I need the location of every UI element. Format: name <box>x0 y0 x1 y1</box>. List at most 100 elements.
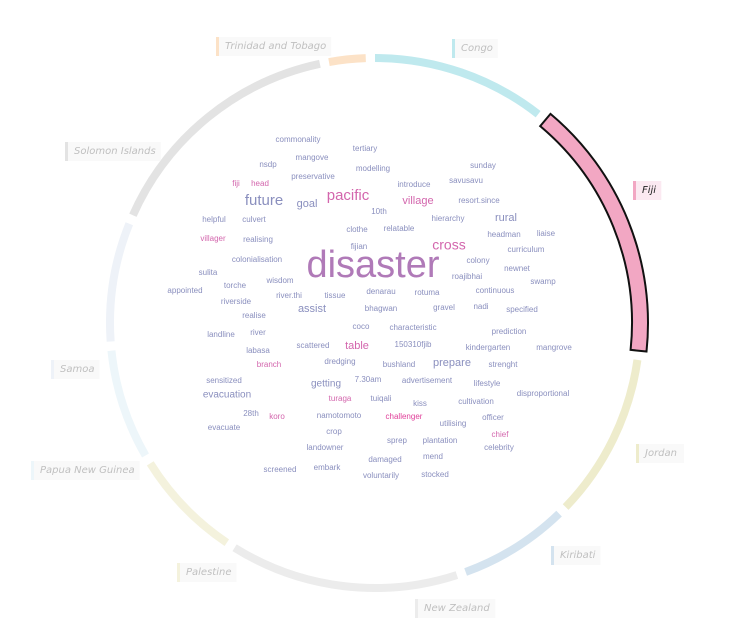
word-specified[interactable]: specified <box>506 305 538 314</box>
word-rotuma[interactable]: rotuma <box>415 288 440 297</box>
word-disaster[interactable]: disaster <box>306 244 439 286</box>
word-commonality[interactable]: commonality <box>276 135 321 144</box>
word-gravel[interactable]: gravel <box>433 303 455 312</box>
word-roajibhai[interactable]: roajibhai <box>452 272 482 281</box>
word-modelling[interactable]: modelling <box>356 164 390 173</box>
word-mangrove[interactable]: mangrove <box>536 343 572 352</box>
word-village[interactable]: village <box>402 195 433 207</box>
word-koro[interactable]: koro <box>269 412 285 421</box>
word-assist[interactable]: assist <box>298 303 326 315</box>
word-table[interactable]: table <box>345 340 369 352</box>
ring-segment-new-zealand[interactable] <box>232 544 459 592</box>
word-cultivation[interactable]: cultivation <box>458 397 494 406</box>
word-landowner[interactable]: landowner <box>307 443 344 452</box>
word-lifestyle[interactable]: lifestyle <box>474 379 501 388</box>
ring-segment-congo[interactable] <box>374 54 541 118</box>
word-nadi[interactable]: nadi <box>473 302 488 311</box>
word-utilising[interactable]: utilising <box>440 419 467 428</box>
word-labasa[interactable]: labasa <box>246 346 270 355</box>
word-prepare[interactable]: prepare <box>433 357 471 369</box>
word-advertisement[interactable]: advertisement <box>402 376 453 385</box>
word-10th[interactable]: 10th <box>371 207 387 216</box>
word-sulita[interactable]: sulita <box>199 268 218 277</box>
country-label-kiribati[interactable]: Kiribati <box>551 546 601 565</box>
country-label-jordan[interactable]: Jordan <box>636 444 684 463</box>
word-crop[interactable]: crop <box>326 427 342 436</box>
word-evacuate[interactable]: evacuate <box>208 423 241 432</box>
ring-segment-samoa[interactable] <box>106 222 134 342</box>
word-celebrity[interactable]: celebrity <box>484 443 514 452</box>
word-chief[interactable]: chief <box>492 430 510 439</box>
word-dredging[interactable]: dredging <box>324 357 355 366</box>
ring-segment-trinidad-and-tobago[interactable] <box>328 54 366 66</box>
word-villager[interactable]: villager <box>200 234 226 243</box>
ring-segment-kiribati[interactable] <box>464 510 562 576</box>
word-tissue[interactable]: tissue <box>325 291 346 300</box>
word-future[interactable]: future <box>245 192 283 209</box>
ring-segment-papua-new-guinea[interactable] <box>107 350 149 458</box>
word-realise[interactable]: realise <box>242 311 266 320</box>
country-label-solomon-islands[interactable]: Solomon Islands <box>65 142 161 161</box>
word-damaged[interactable]: damaged <box>368 455 401 464</box>
word-screened[interactable]: screened <box>264 465 297 474</box>
word-river[interactable]: river <box>250 328 266 337</box>
word-scattered[interactable]: scattered <box>297 341 330 350</box>
word-kiss[interactable]: kiss <box>413 399 427 408</box>
word-preservative[interactable]: preservative <box>291 172 335 181</box>
word-colonialisation[interactable]: colonialisation <box>232 255 282 264</box>
word-voluntarily[interactable]: voluntarily <box>363 471 399 480</box>
word-150310fjib[interactable]: 150310fjib <box>395 340 432 349</box>
ring-segment-jordan[interactable] <box>562 359 642 510</box>
word-pacific[interactable]: pacific <box>327 187 370 204</box>
word-newnet[interactable]: newnet <box>504 264 531 273</box>
word-landline[interactable]: landline <box>207 330 235 339</box>
word-realising[interactable]: realising <box>243 235 273 244</box>
word-turaga[interactable]: turaga <box>329 394 352 403</box>
word-headman[interactable]: headman <box>487 230 520 239</box>
country-label-papua-new-guinea[interactable]: Papua New Guinea <box>31 461 140 480</box>
country-label-palestine[interactable]: Palestine <box>177 563 237 582</box>
word-tertiary[interactable]: tertiary <box>353 144 377 153</box>
word-culvert[interactable]: culvert <box>242 215 266 224</box>
word-characteristic[interactable]: characteristic <box>389 323 436 332</box>
word-clothe[interactable]: clothe <box>346 225 368 234</box>
country-label-trinidad-and-tobago[interactable]: Trinidad and Tobago <box>216 37 332 56</box>
word-continuous[interactable]: continuous <box>476 286 515 295</box>
word-namotomoto[interactable]: namotomoto <box>317 411 362 420</box>
word-nsdp[interactable]: nsdp <box>259 160 277 169</box>
word-bhagwan[interactable]: bhagwan <box>365 304 397 313</box>
word-strenght[interactable]: strenght <box>489 360 519 369</box>
word-stocked[interactable]: stocked <box>421 470 449 479</box>
word-fijian[interactable]: fijian <box>351 242 367 251</box>
word-cross[interactable]: cross <box>432 237 465 253</box>
word-kindergarten[interactable]: kindergarten <box>466 343 510 352</box>
word-fiji[interactable]: fiji <box>232 179 240 188</box>
word-evacuation[interactable]: evacuation <box>203 390 251 401</box>
word-introduce[interactable]: introduce <box>398 180 431 189</box>
word-getting[interactable]: getting <box>311 379 341 390</box>
country-label-congo[interactable]: Congo <box>452 39 498 58</box>
word-embark[interactable]: embark <box>314 463 342 472</box>
word-curriculum[interactable]: curriculum <box>508 245 545 254</box>
word-hierarchy[interactable]: hierarchy <box>432 214 465 223</box>
ring-segment-palestine[interactable] <box>146 461 230 547</box>
word-torche[interactable]: torche <box>224 281 247 290</box>
word-helpful[interactable]: helpful <box>202 215 226 224</box>
word-mend[interactable]: mend <box>423 452 443 461</box>
word-prediction[interactable]: prediction <box>492 327 527 336</box>
word-sunday[interactable]: sunday <box>470 161 496 170</box>
word-colony[interactable]: colony <box>466 256 489 265</box>
word-28th[interactable]: 28th <box>243 409 259 418</box>
word-savusavu[interactable]: savusavu <box>449 176 483 185</box>
ring-segment-fiji[interactable] <box>538 112 649 353</box>
word-riverside[interactable]: riverside <box>221 297 252 306</box>
word-coco[interactable]: coco <box>353 322 370 331</box>
word-wisdom[interactable]: wisdom <box>265 276 293 285</box>
country-label-samoa[interactable]: Samoa <box>51 360 100 379</box>
word-river-thi[interactable]: river.thi <box>276 291 302 300</box>
country-label-fiji[interactable]: Fiji <box>633 181 662 200</box>
word-relatable[interactable]: relatable <box>384 224 415 233</box>
word-challenger[interactable]: challenger <box>386 412 423 421</box>
word-appointed[interactable]: appointed <box>167 286 202 295</box>
word-swamp[interactable]: swamp <box>530 277 556 286</box>
